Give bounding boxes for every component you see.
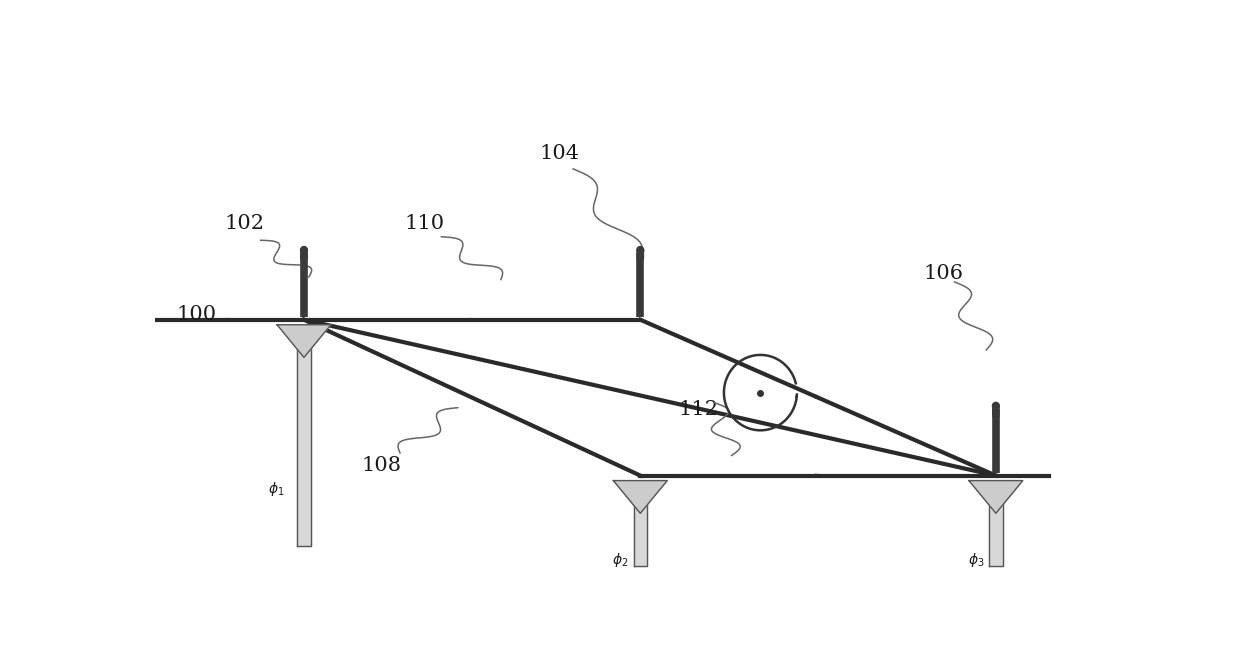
Text: 108: 108 [362,456,402,475]
Text: $\phi_2$: $\phi_2$ [613,550,629,569]
Polygon shape [990,481,1003,566]
Text: 110: 110 [404,214,445,233]
Polygon shape [634,481,647,566]
Text: 112: 112 [678,400,719,419]
Text: $\phi_3$: $\phi_3$ [968,550,985,569]
Text: 104: 104 [539,144,579,163]
Polygon shape [614,481,667,513]
Text: 100: 100 [176,305,216,324]
Text: $\phi_1$: $\phi_1$ [268,480,285,498]
Text: 106: 106 [924,264,963,283]
Polygon shape [277,325,331,357]
Polygon shape [968,481,1023,513]
Text: 102: 102 [224,214,264,233]
Polygon shape [298,325,311,546]
